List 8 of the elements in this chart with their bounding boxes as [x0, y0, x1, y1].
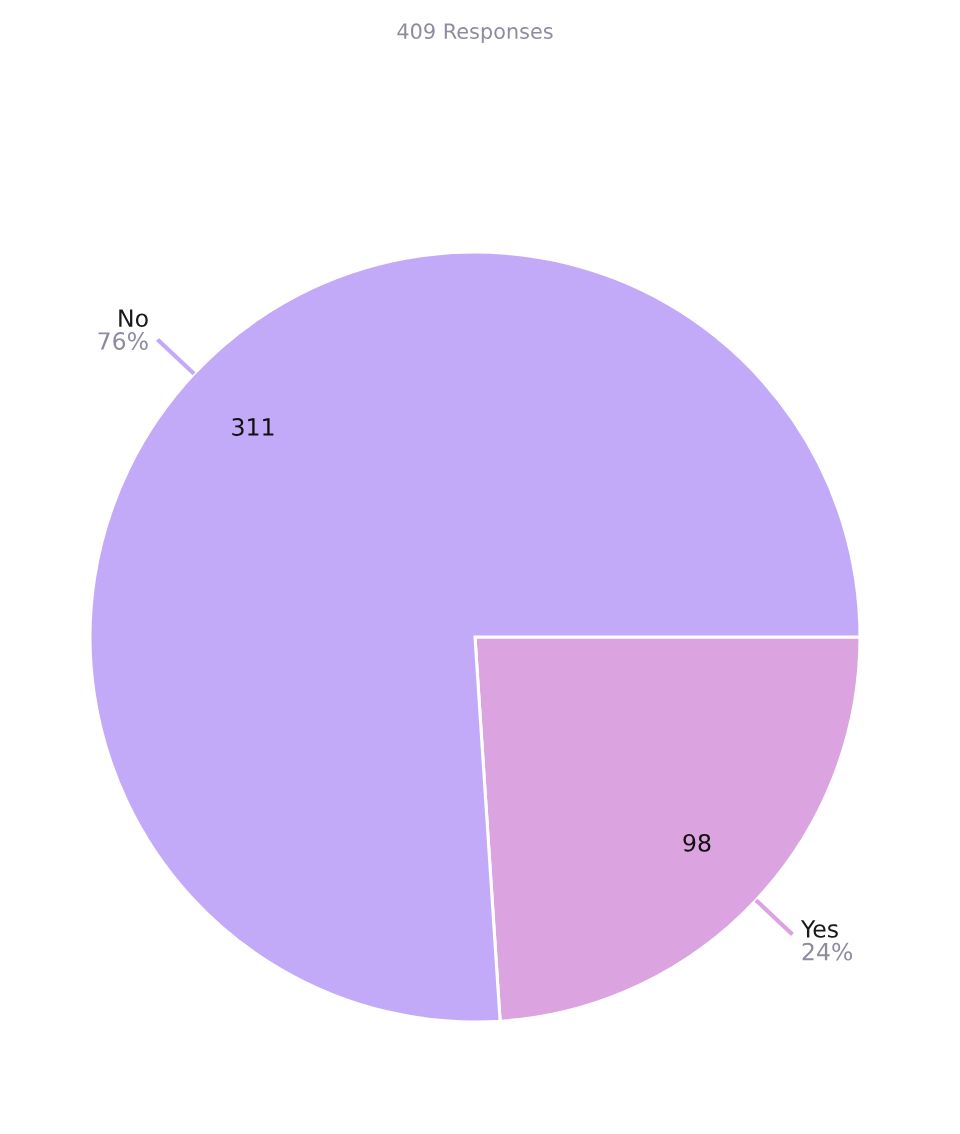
text: 76%: [98, 332, 148, 350]
data-label: 98: [683, 833, 711, 852]
slice-label: Yes: [800, 920, 838, 938]
pie-slice: [88, 250, 862, 1024]
chart-title: 409 Responses: [397, 23, 553, 44]
slice-label: No: [119, 309, 148, 328]
text: 24%: [802, 942, 853, 961]
data-label: 311: [232, 418, 274, 436]
